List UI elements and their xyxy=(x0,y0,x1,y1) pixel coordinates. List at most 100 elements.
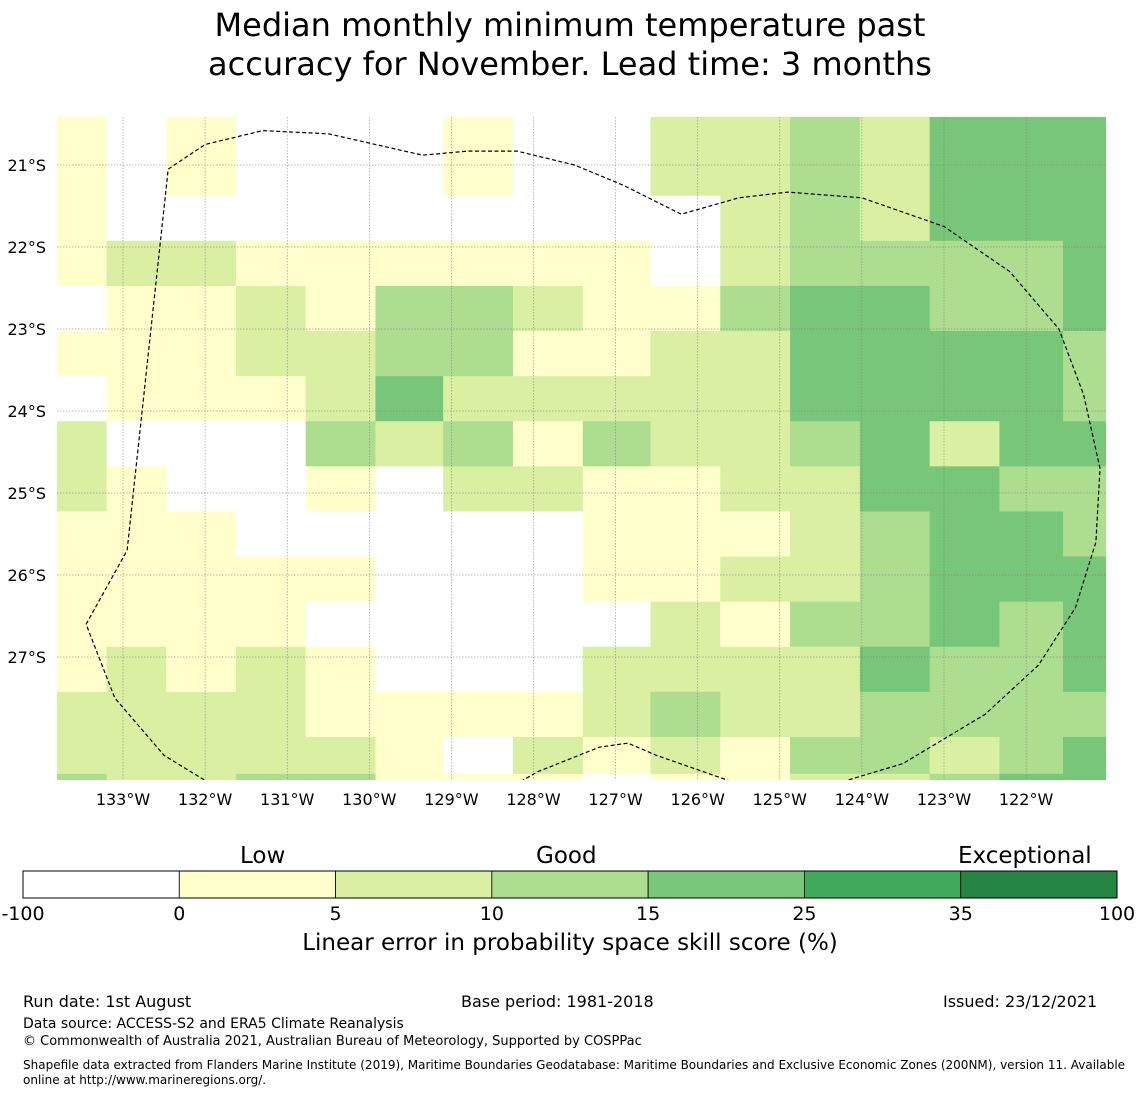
heatmap-cell xyxy=(859,117,931,154)
heatmap-cell xyxy=(929,331,1000,377)
heatmap-cell xyxy=(106,152,167,197)
x-tick-label: 130°W xyxy=(342,790,397,809)
y-tick-label: 26°S xyxy=(7,566,46,585)
heatmap-cell xyxy=(929,240,1000,287)
gridlines xyxy=(57,117,1106,780)
heatmap-cell xyxy=(999,421,1064,467)
heatmap-cell xyxy=(1063,556,1106,603)
heatmap-cell xyxy=(650,195,721,242)
heatmap-cell xyxy=(106,195,167,242)
heatmap-cell xyxy=(512,376,584,422)
heatmap-cell xyxy=(106,331,167,377)
heatmap-cell xyxy=(375,601,444,648)
heatmap-cell xyxy=(443,556,514,603)
heatmap-cell xyxy=(859,152,931,197)
heatmap-cell xyxy=(582,285,651,332)
heatmap-cell xyxy=(235,421,307,467)
heatmap-cell xyxy=(166,195,237,242)
heatmap-cell xyxy=(582,421,651,467)
heatmap-cell xyxy=(235,117,307,154)
eez-outline xyxy=(85,129,1101,780)
heatmap-cell xyxy=(929,195,1000,242)
heatmap-cell xyxy=(106,376,167,422)
heatmap-cell xyxy=(650,376,721,422)
heatmap-cell xyxy=(929,646,1000,693)
colorbar-word-good: Good xyxy=(536,843,597,869)
heatmap-cell xyxy=(106,285,167,332)
heatmap-cell xyxy=(57,285,108,332)
heatmap-cell xyxy=(999,773,1064,780)
heatmap-cell xyxy=(582,511,651,558)
heatmap-cell xyxy=(999,736,1064,775)
heatmap-cell xyxy=(305,736,376,775)
heatmap-cell xyxy=(106,691,167,738)
heatmap-cell xyxy=(790,646,861,693)
heatmap-cell xyxy=(235,736,307,775)
heatmap-cell xyxy=(375,331,444,377)
heatmap-cell xyxy=(790,736,861,775)
colorbar-segment xyxy=(960,870,1118,899)
heatmap-cell xyxy=(720,773,791,780)
heatmap-cell xyxy=(443,773,514,780)
heatmap-cell xyxy=(305,195,376,242)
x-tick-label: 132°W xyxy=(178,790,233,809)
heatmap-cell xyxy=(1063,331,1106,377)
heatmap-cell xyxy=(650,331,721,377)
heatmap-cell xyxy=(790,691,861,738)
heatmap-cell xyxy=(790,376,861,422)
heatmap-cell xyxy=(650,117,721,154)
heatmap-cell xyxy=(166,466,237,512)
heatmap-cell xyxy=(57,240,108,287)
heatmap-cell xyxy=(106,466,167,512)
heatmap-cell xyxy=(305,601,376,648)
chart-title-line1: Median monthly minimum temperature past xyxy=(214,6,926,44)
heatmap-cell xyxy=(166,152,237,197)
heatmap-cell xyxy=(999,601,1064,648)
heatmap-cell xyxy=(57,511,108,558)
heatmap-cell xyxy=(1063,736,1106,775)
colorbar-tick-label: 35 xyxy=(949,903,973,925)
heatmap-cell xyxy=(582,376,651,422)
heatmap-cell xyxy=(512,421,584,467)
heatmap-cell xyxy=(859,736,931,775)
heatmap-cell xyxy=(166,646,237,693)
heatmap-cell xyxy=(443,601,514,648)
base-period: Base period: 1981-2018 xyxy=(461,992,654,1011)
heatmap-cell xyxy=(305,511,376,558)
colorbar-segment xyxy=(804,870,962,899)
heatmap-cell xyxy=(443,376,514,422)
heatmap-cell xyxy=(999,691,1064,738)
heatmap-cell xyxy=(999,511,1064,558)
heatmap-cell xyxy=(512,773,584,780)
heatmap-cell xyxy=(929,421,1000,467)
heatmap-cell xyxy=(512,117,584,154)
heatmap-cell xyxy=(929,773,1000,780)
heatmap-cell xyxy=(375,376,444,422)
heatmap-cell xyxy=(859,646,931,693)
heatmap-cell xyxy=(650,736,721,775)
heatmap-cell xyxy=(650,466,721,512)
heatmap-cell xyxy=(650,556,721,603)
heatmap-cell xyxy=(305,285,376,332)
heatmap-cell xyxy=(720,466,791,512)
heatmap-cell xyxy=(720,117,791,154)
colorbar-segment xyxy=(491,870,649,899)
heatmap-cell xyxy=(859,376,931,422)
heatmap-cell xyxy=(999,556,1064,603)
heatmap-cell xyxy=(166,331,237,377)
heatmap-cell xyxy=(582,773,651,780)
heatmap-cell xyxy=(720,421,791,467)
heatmap-cell xyxy=(929,152,1000,197)
colorbar-tick-label: 5 xyxy=(330,903,342,925)
heatmap-cell xyxy=(305,117,376,154)
heatmap-cell xyxy=(235,466,307,512)
heatmap-cell xyxy=(443,466,514,512)
heatmap-cell xyxy=(443,240,514,287)
colorbar-label: Linear error in probability space skill … xyxy=(302,930,838,956)
heatmap-cell xyxy=(1063,240,1106,287)
heatmap-cell xyxy=(929,466,1000,512)
heatmap-cell xyxy=(790,511,861,558)
heatmap-cell xyxy=(650,285,721,332)
heatmap-cell xyxy=(859,691,931,738)
heatmap-cell xyxy=(512,240,584,287)
